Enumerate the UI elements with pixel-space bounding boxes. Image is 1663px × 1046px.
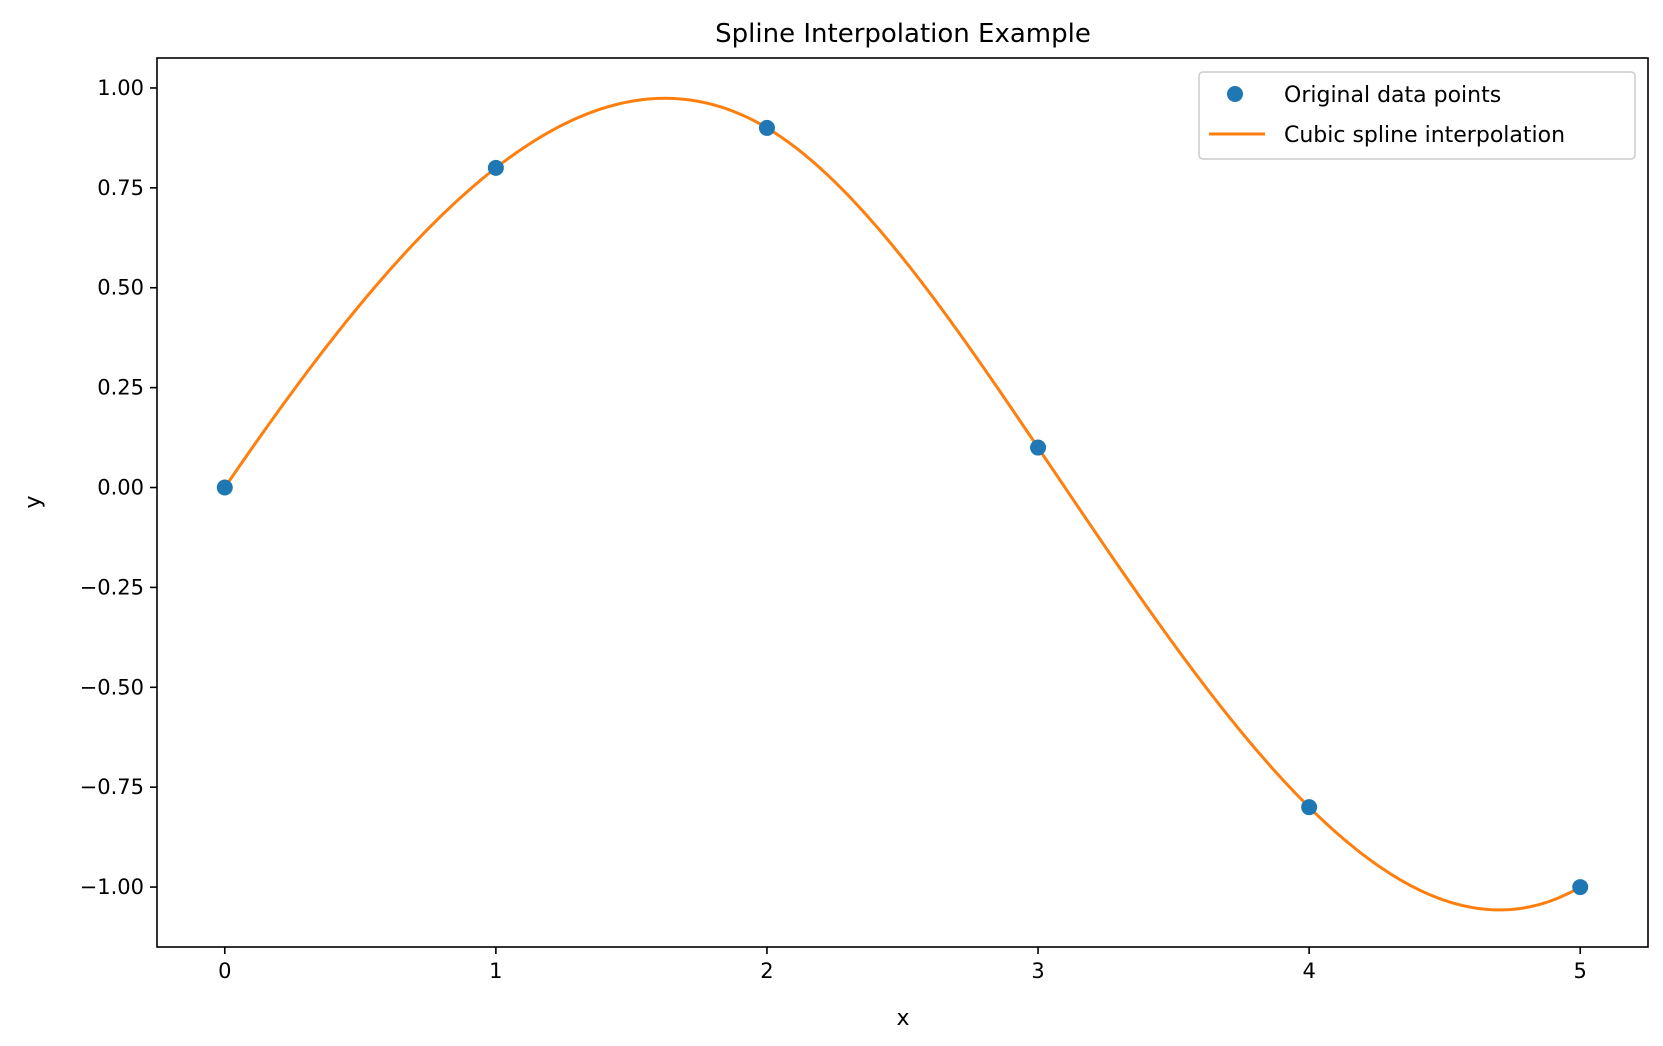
y-tick-label: 1.00 [97,76,144,100]
x-axis-label: x [896,1006,909,1031]
legend: Original data points Cubic spline interpo… [1198,71,1636,160]
y-tick-label: −0.75 [80,775,144,799]
y-tick-label: −0.25 [80,575,144,599]
y-tick-label: 0.25 [97,376,144,400]
x-tick-label: 5 [1574,959,1587,983]
x-tick-label: 3 [1031,959,1044,983]
x-tick-label: 0 [218,959,231,983]
y-tick-label: 0.00 [97,476,144,500]
data-point [1572,879,1589,896]
x-tick-label: 1 [489,959,502,983]
x-tick-label: 4 [1302,959,1315,983]
chart-title: Spline Interpolation Example [715,19,1091,49]
data-point [1030,439,1047,456]
y-tick-label: 0.50 [97,276,144,300]
x-tick-label: 2 [760,959,773,983]
data-point [758,119,775,136]
data-point [216,479,233,496]
series-line-cubic-spline [223,96,1581,912]
legend-label-points: Original data points [1284,83,1501,108]
legend-box [1198,71,1636,160]
legend-marker-points [1227,86,1243,102]
axes-frame [156,57,1649,948]
legend-label-line: Cubic spline interpolation [1284,123,1565,148]
y-tick-label: 0.75 [97,176,144,200]
y-tick-label: −1.00 [80,875,144,899]
y-tick-label: −0.50 [80,675,144,699]
plot-area [216,96,1589,912]
data-point [1301,799,1318,816]
y-axis-label: y [21,495,46,508]
axes: 0 1 2 3 4 5 1.00 0.75 0.50 0.25 0.00 −0.25 −0.50 −0.7… [80,57,1649,983]
data-point [487,159,504,176]
